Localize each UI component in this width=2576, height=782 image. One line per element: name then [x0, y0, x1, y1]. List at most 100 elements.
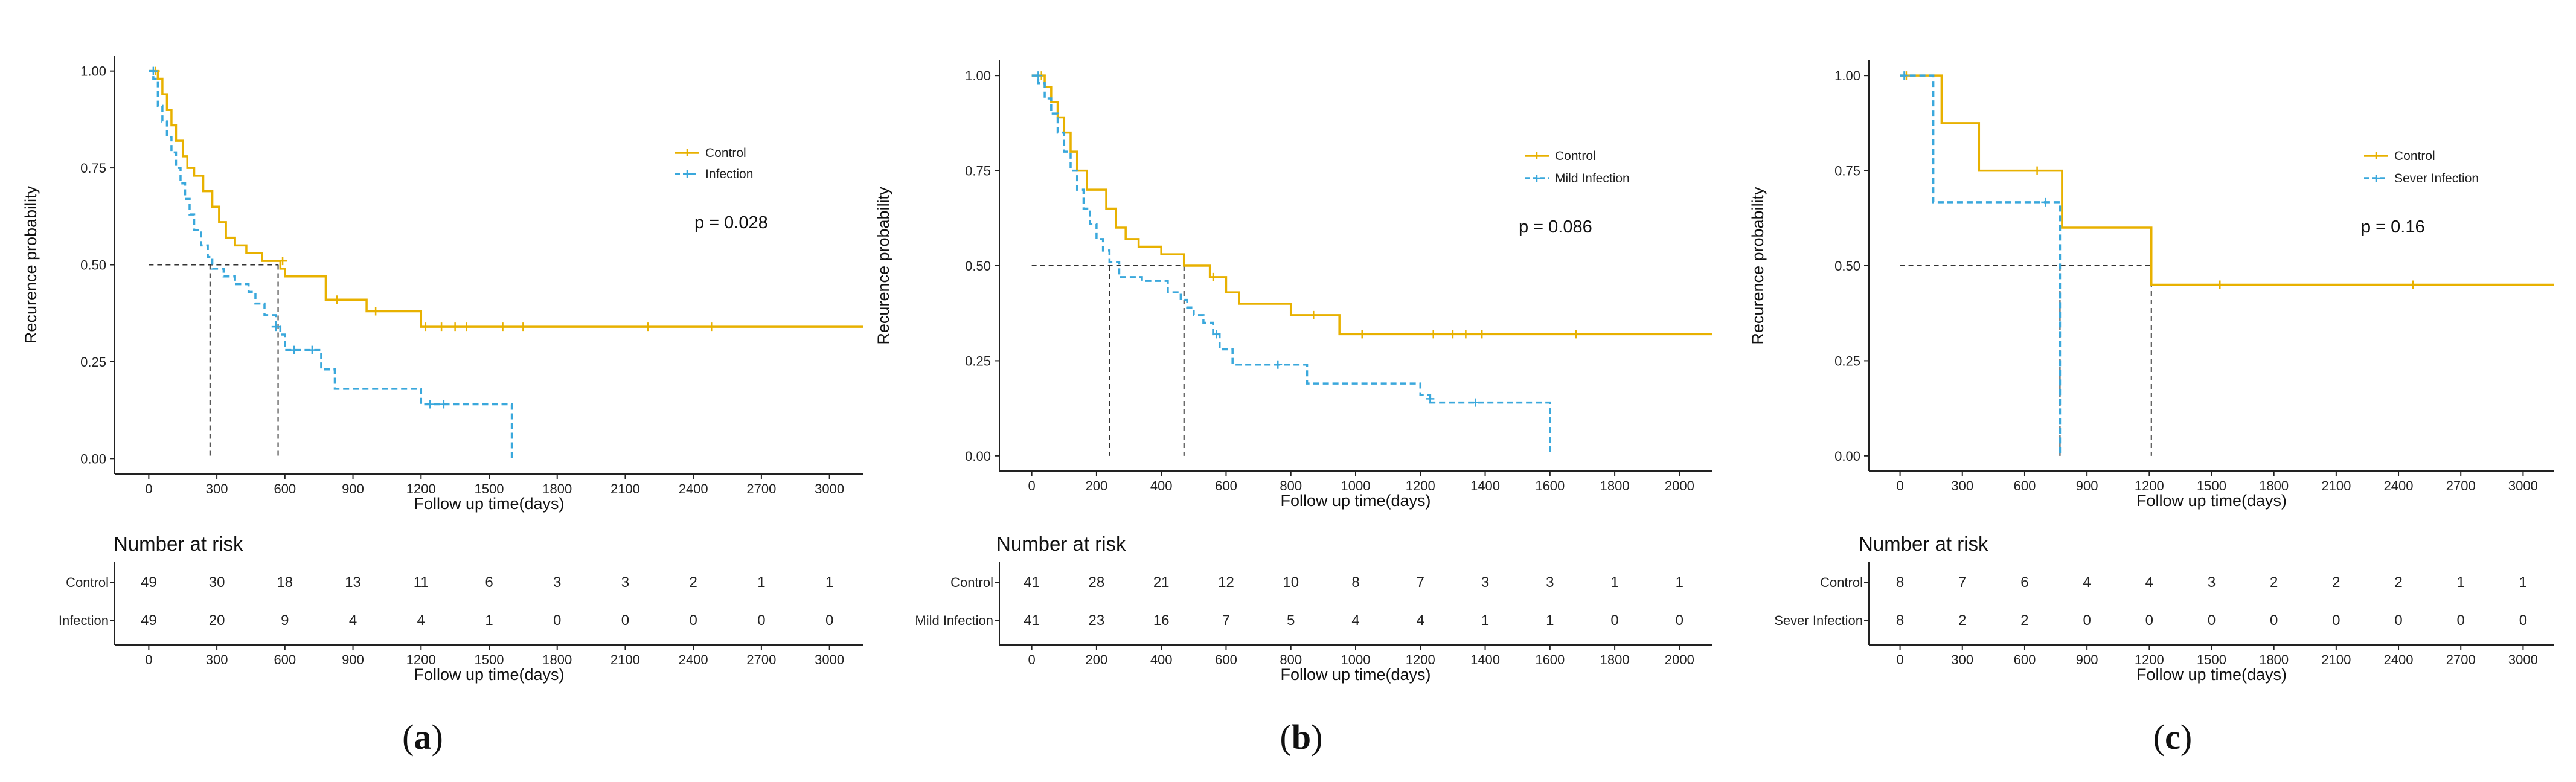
censor-mark [1478, 330, 1487, 339]
risk-count: 2 [2270, 574, 2278, 591]
risk-count: 3 [553, 574, 561, 591]
risk-x-tick-label: 400 [1150, 652, 1173, 667]
x-tick-label: 1800 [1600, 478, 1630, 493]
x-tick-label: 1400 [1470, 478, 1500, 493]
risk-count: 11 [414, 574, 429, 591]
risk-count: 0 [2519, 612, 2527, 629]
censor-mark [1571, 330, 1580, 339]
x-tick-label: 800 [1280, 478, 1302, 493]
risk-x-tick-label: 1200 [1406, 652, 1435, 667]
risk-x-tick-label: 300 [206, 652, 228, 667]
panel-label-b: (b) [1280, 717, 1323, 757]
x-tick-label: 0 [1896, 478, 1903, 493]
risk-count: 0 [757, 612, 765, 629]
x-tick-label: 2100 [2321, 478, 2351, 493]
risk-x-axis-title: Follow up time(days) [2136, 665, 2287, 684]
censor-mark [437, 322, 446, 332]
risk-x-tick-label: 600 [274, 652, 296, 667]
x-tick-label: 0 [145, 481, 152, 496]
p-value: p = 0.086 [1519, 217, 1592, 237]
y-tick-label: 0.50 [1834, 258, 1860, 274]
risk-x-tick-label: 0 [1896, 652, 1903, 667]
censor-mark [1429, 330, 1438, 339]
risk-count: 1 [2519, 574, 2527, 591]
risk-count: 2 [690, 574, 697, 591]
risk-x-tick-label: 1500 [475, 652, 504, 667]
y-tick-label: 0.75 [80, 161, 106, 176]
risk-x-tick-label: 1800 [2259, 652, 2289, 667]
legend-label: Control [2394, 149, 2435, 163]
panel-label-a: (a) [402, 717, 443, 757]
censor-mark [462, 322, 471, 332]
risk-count: 7 [1417, 574, 1424, 591]
censor-mark [271, 322, 280, 332]
legend-censor-mark [1533, 152, 1540, 159]
legend-censor-mark [1533, 175, 1540, 182]
x-tick-label: 2700 [746, 481, 776, 496]
median-reference-lines [1031, 265, 1185, 456]
risk-count: 6 [485, 574, 493, 591]
risk-count: 0 [2145, 612, 2153, 629]
risk-count: 1 [757, 574, 765, 591]
x-tick-label: 1500 [2197, 478, 2226, 493]
risk-count: 1 [1546, 612, 1554, 629]
infection-survival-curve [1900, 74, 2062, 456]
risk-count: 16 [1153, 612, 1170, 629]
y-tick-label: 1.00 [80, 64, 106, 79]
risk-count: 0 [1676, 612, 1684, 629]
y-tick-label: 0.25 [965, 353, 991, 368]
risk-count: 4 [1417, 612, 1424, 629]
legend-censor-mark [2373, 152, 2380, 159]
y-tick-label: 1.00 [965, 68, 991, 83]
risk-count: 8 [1351, 574, 1359, 591]
risk-count: 7 [1958, 574, 1966, 591]
legend-censor-mark [684, 149, 691, 156]
risk-x-tick-label: 3000 [815, 652, 844, 667]
risk-count: 0 [2208, 612, 2216, 629]
censor-mark [450, 322, 460, 332]
risk-x-tick-label: 200 [1086, 652, 1108, 667]
risk-x-tick-label: 1600 [1535, 652, 1565, 667]
risk-count: 4 [2145, 574, 2153, 591]
x-tick-label: 2400 [2384, 478, 2414, 493]
x-tick-label: 3000 [2508, 478, 2538, 493]
panel-b-chart: 0.000.250.500.751.000 200 400 600 800 1000 120… [874, 60, 1712, 684]
censor-mark [278, 257, 287, 266]
risk-row-label: Infection [59, 613, 109, 628]
risk-count: 6 [2020, 574, 2028, 591]
x-tick-label: 1500 [475, 481, 504, 496]
risk-count: 9 [281, 612, 289, 629]
risk-count: 0 [1610, 612, 1618, 629]
risk-count: 0 [621, 612, 629, 629]
x-tick-label: 2700 [2446, 478, 2476, 493]
legend-label: Infection [705, 167, 753, 181]
risk-count: 0 [2083, 612, 2091, 629]
risk-x-tick-label: 2400 [2384, 652, 2414, 667]
risk-count: 8 [1896, 612, 1904, 629]
censor-mark [1274, 360, 1283, 369]
risk-x-tick-label: 1200 [406, 652, 436, 667]
risk-x-tick-label: 1200 [2135, 652, 2164, 667]
censor-mark [644, 322, 653, 332]
x-tick-label: 2400 [679, 481, 708, 496]
censor-mark [1309, 310, 1318, 319]
risk-count: 49 [141, 612, 157, 629]
risk-count: 1 [825, 574, 833, 591]
p-value: p = 0.028 [694, 213, 768, 232]
risk-x-tick-label: 600 [2014, 652, 2036, 667]
control-survival-curve [1031, 74, 1712, 336]
risk-count: 4 [2083, 574, 2091, 591]
censor-mark [2409, 280, 2418, 289]
risk-count: 41 [1024, 612, 1040, 629]
risk-count: 4 [1351, 612, 1359, 629]
risk-count: 0 [825, 612, 833, 629]
risk-x-tick-label: 2400 [679, 652, 708, 667]
risk-count: 4 [349, 612, 357, 629]
censor-mark [149, 66, 158, 75]
y-tick-label: 0.25 [1834, 353, 1860, 368]
legend-censor-mark [684, 170, 691, 178]
x-tick-label: 2000 [1665, 478, 1694, 493]
risk-x-axis-title: Follow up time(days) [1280, 665, 1431, 684]
legend-label: Mild Infection [1555, 171, 1630, 185]
y-axis-title: Recurence probability [22, 185, 40, 344]
